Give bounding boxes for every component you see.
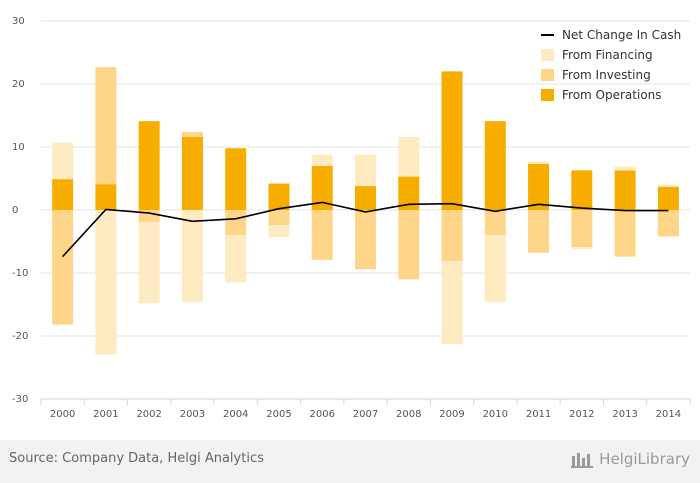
- bar-from-financing: [355, 154, 376, 187]
- bar-from-operations: [355, 186, 376, 210]
- library-icon: [571, 453, 594, 468]
- x-tick-label: 2001: [93, 409, 118, 420]
- y-tick-label: 0: [12, 205, 18, 216]
- bar-from-financing: [614, 166, 636, 171]
- bar-from-financing: [311, 154, 333, 166]
- y-axis: 30 20 10 0 -10 -20 -30: [12, 16, 28, 405]
- bar-from-investing: [52, 210, 74, 325]
- bar-from-operations: [484, 121, 506, 210]
- bar-from-investing: [657, 210, 679, 237]
- brand-name: HelgiLibrary: [599, 450, 690, 468]
- net-change-line: [62, 201, 669, 258]
- bar-from-investing: [484, 210, 506, 236]
- bar-from-investing: [528, 210, 550, 253]
- legend-swatch: [541, 69, 554, 81]
- bar-from-financing: [225, 235, 247, 283]
- bar-from-investing: [355, 210, 376, 270]
- x-axis: 2000 2001 2002 2003 2004 2005 2006 2007 2008 2009…: [40, 398, 691, 420]
- x-tick-label: 2003: [180, 409, 205, 420]
- bar-from-investing: [138, 210, 160, 222]
- bar-from-operations: [181, 136, 203, 210]
- bar-from-investing: [311, 210, 333, 260]
- bar-from-investing: [441, 210, 463, 262]
- bar-from-investing: [398, 210, 420, 280]
- x-tick-label: 2007: [353, 409, 378, 420]
- bar-from-operations: [138, 121, 160, 210]
- y-tick-label: -10: [12, 268, 28, 279]
- bar-from-operations: [571, 170, 593, 210]
- y-tick-label: 10: [12, 142, 25, 153]
- bar-from-financing: [484, 235, 506, 302]
- legend-swatch: [541, 49, 554, 61]
- x-tick-label: 2002: [136, 409, 161, 420]
- bar-from-financing: [268, 225, 290, 238]
- x-tick-label: 2010: [483, 409, 508, 420]
- bar-from-operations: [398, 176, 420, 210]
- bar-from-investing: [614, 210, 636, 257]
- net-change-polyline: [62, 201, 669, 258]
- bar-from-investing: [571, 210, 593, 248]
- x-tick-label: 2009: [439, 409, 464, 420]
- x-tick-label: 2012: [569, 409, 594, 420]
- bar-from-financing: [528, 161, 550, 165]
- y-tick-label: 20: [12, 79, 25, 90]
- bar-from-investing: [181, 131, 203, 137]
- bar-from-financing: [138, 221, 160, 304]
- bar-from-financing: [181, 210, 203, 302]
- y-tick-label: -30: [12, 394, 28, 405]
- bar-from-operations: [225, 148, 247, 210]
- x-tick-label: 2014: [656, 409, 681, 420]
- source-text: Source: Company Data, Helgi Analytics: [9, 451, 264, 466]
- bar-from-operations: [441, 71, 463, 211]
- bar-from-operations: [268, 183, 290, 210]
- legend-swatch: [541, 89, 554, 101]
- legend-label: Net Change In Cash: [562, 28, 681, 42]
- bar-from-operations: [52, 179, 74, 210]
- bar-from-investing: [225, 210, 247, 236]
- bars: [52, 66, 679, 355]
- bar-from-financing: [657, 184, 679, 187]
- x-tick-label: 2004: [223, 409, 248, 420]
- x-tick-label: 2005: [266, 409, 291, 420]
- footer: Source: Company Data, Helgi Analytics He…: [0, 440, 700, 483]
- legend-label: From Financing: [562, 48, 653, 62]
- bar-from-investing: [95, 66, 117, 185]
- bar-from-financing: [398, 136, 420, 177]
- bar-from-investing: [268, 210, 290, 226]
- x-tick-label: 2006: [310, 409, 335, 420]
- bar-from-operations: [657, 186, 679, 210]
- bar-from-financing: [571, 247, 593, 250]
- y-tick-label: -20: [12, 331, 28, 342]
- bar-from-financing: [441, 261, 463, 345]
- bar-from-financing: [95, 210, 117, 355]
- legend-label: From Investing: [562, 68, 651, 82]
- bar-from-operations: [614, 170, 636, 210]
- legend: Net Change In Cash From Financing From Inv…: [541, 28, 681, 102]
- bar-from-operations: [311, 165, 333, 210]
- x-tick-label: 2011: [526, 409, 551, 420]
- y-tick-label: 30: [12, 16, 25, 27]
- bar-from-financing: [52, 142, 74, 180]
- bar-from-operations: [95, 184, 117, 210]
- x-tick-label: 2008: [396, 409, 421, 420]
- legend-label: From Operations: [562, 88, 662, 102]
- bar-from-operations: [528, 164, 550, 210]
- x-tick-label: 2000: [50, 409, 75, 420]
- x-tick-label: 2013: [612, 409, 637, 420]
- brand-logo: HelgiLibrary: [571, 450, 690, 468]
